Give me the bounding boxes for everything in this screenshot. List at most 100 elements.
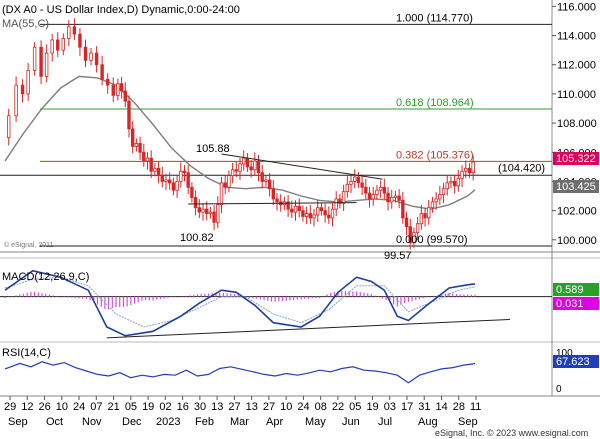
candle-body	[14, 84, 18, 117]
candle-body	[430, 201, 435, 209]
trendline	[188, 202, 357, 205]
ma-label: MA(55,C)	[2, 18, 49, 30]
candle-body	[56, 39, 60, 51]
candle-body	[116, 83, 120, 96]
candle-body	[338, 198, 342, 204]
candle-body	[445, 182, 449, 190]
x-day-label: 12	[21, 401, 33, 413]
candle	[111, 77, 115, 103]
x-day-label: 05	[125, 401, 137, 413]
candle	[386, 187, 390, 211]
fib-label-1000: 1.000 (114.770)	[396, 12, 473, 24]
candle-body	[123, 90, 127, 102]
x-day-label: 31	[418, 401, 430, 413]
candle	[338, 193, 342, 209]
candle	[145, 152, 150, 170]
candle-body	[297, 205, 301, 212]
candle	[467, 163, 472, 178]
candle-body	[61, 38, 65, 51]
rsi-badge	[553, 355, 599, 368]
candle-body	[179, 170, 183, 182]
support-label: (104.420)	[498, 162, 545, 174]
candle	[149, 150, 153, 179]
candle	[434, 192, 438, 210]
y-tick-label: 114.000	[557, 31, 596, 43]
x-day-label: 07	[90, 401, 102, 413]
candle	[397, 189, 401, 209]
candle	[390, 189, 394, 209]
candle-body	[293, 205, 298, 213]
candle-body	[312, 214, 316, 219]
x-day-label: 03	[384, 401, 396, 413]
macd-badge	[553, 283, 599, 296]
candle	[312, 209, 316, 227]
candle-body	[238, 163, 242, 172]
candle-body	[67, 26, 71, 39]
candle	[460, 165, 464, 188]
candle-body	[190, 186, 194, 198]
candle	[89, 47, 93, 66]
candle	[156, 161, 161, 184]
candle	[452, 174, 457, 194]
candle-body	[471, 161, 475, 174]
candle-body	[345, 183, 350, 193]
x-day-label: 28	[453, 401, 465, 413]
candle	[238, 157, 242, 180]
candle	[72, 18, 77, 41]
candle-body	[308, 213, 313, 219]
candle	[267, 173, 272, 197]
candle-body	[197, 207, 201, 213]
candle	[471, 155, 475, 181]
candle	[378, 180, 383, 198]
candle-body	[460, 170, 464, 179]
candle	[204, 201, 209, 221]
trendline-layer	[188, 153, 383, 205]
candle	[167, 172, 172, 190]
x-month-label: Jul	[378, 416, 392, 428]
candle-body	[204, 208, 209, 214]
candle	[100, 56, 104, 86]
candle	[401, 191, 405, 224]
candle	[182, 165, 187, 182]
candle	[138, 136, 142, 160]
candle-body	[212, 211, 216, 223]
x-month-label: Feb	[195, 416, 214, 428]
candle-body	[267, 179, 272, 190]
candle	[316, 199, 320, 222]
candle	[275, 192, 279, 211]
x-day-label: 16	[177, 401, 189, 413]
candle	[197, 199, 201, 219]
candle	[438, 185, 442, 205]
candle	[353, 169, 357, 189]
ma-badge	[553, 180, 599, 193]
candle	[160, 166, 164, 188]
x-day-label: 13	[246, 401, 258, 413]
x-day-label: 19	[142, 401, 154, 413]
candle-body	[408, 226, 412, 244]
candle	[464, 160, 468, 179]
candle-body	[456, 178, 461, 187]
ma-value: 103.425	[556, 181, 596, 193]
candle-body	[304, 213, 309, 217]
candle	[212, 205, 216, 231]
candle	[116, 78, 120, 101]
candle	[441, 182, 446, 204]
candle	[367, 187, 372, 208]
annotation-9957: 99.57	[384, 250, 412, 262]
candle	[67, 19, 71, 47]
candle-body	[260, 172, 264, 182]
candle-body	[249, 166, 253, 171]
candle	[253, 152, 257, 176]
x-day-label: 27	[228, 401, 240, 413]
candle-body	[316, 207, 320, 216]
y-tick-label: 100.000	[557, 235, 597, 247]
candle-body	[26, 70, 30, 95]
macd-value: 0.589	[556, 284, 584, 296]
candle	[334, 191, 338, 217]
candle	[349, 175, 353, 193]
candle-body	[223, 182, 227, 188]
y-tick-label: 110.000	[557, 89, 596, 101]
candle-body	[193, 197, 198, 209]
